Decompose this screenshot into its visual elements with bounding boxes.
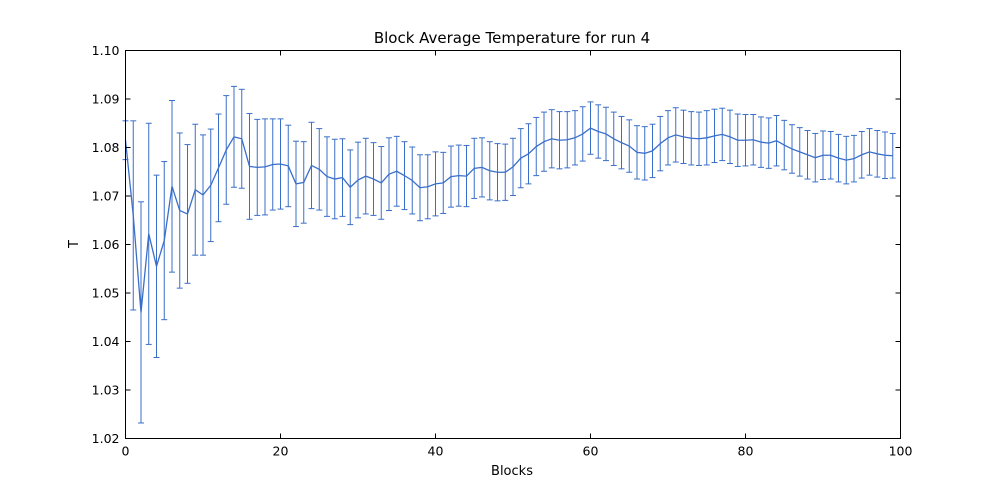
chart-title: Block Average Temperature for run 4 <box>374 29 650 47</box>
x-tick-label: 40 <box>428 444 444 459</box>
y-tick-label: 1.05 <box>92 286 120 301</box>
y-tick-label: 1.10 <box>92 43 120 58</box>
y-tick-label: 1.09 <box>92 92 120 107</box>
plot-frame <box>125 50 901 439</box>
y-tick-label: 1.04 <box>92 334 120 349</box>
x-tick-label: 80 <box>738 444 754 459</box>
x-tick-label: 20 <box>273 444 289 459</box>
x-tick-label: 60 <box>583 444 599 459</box>
y-tick-label: 1.08 <box>92 140 120 155</box>
plot-area <box>122 85 896 424</box>
y-tick-label: 1.03 <box>92 383 120 398</box>
series-line <box>124 127 893 313</box>
y-tick-label: 1.02 <box>92 431 120 446</box>
y-tick-label: 1.07 <box>92 189 120 204</box>
x-tick-label: 100 <box>889 444 913 459</box>
y-axis-label: T <box>67 240 82 249</box>
x-axis-label: Blocks <box>491 464 533 479</box>
axis-ticks: 0 20 40 60 80 100 1.02 1.03 1.04 1.05 1.06 1.07 1.08… <box>92 43 913 459</box>
x-tick-label: 0 <box>122 444 130 459</box>
y-tick-label: 1.06 <box>92 237 120 252</box>
